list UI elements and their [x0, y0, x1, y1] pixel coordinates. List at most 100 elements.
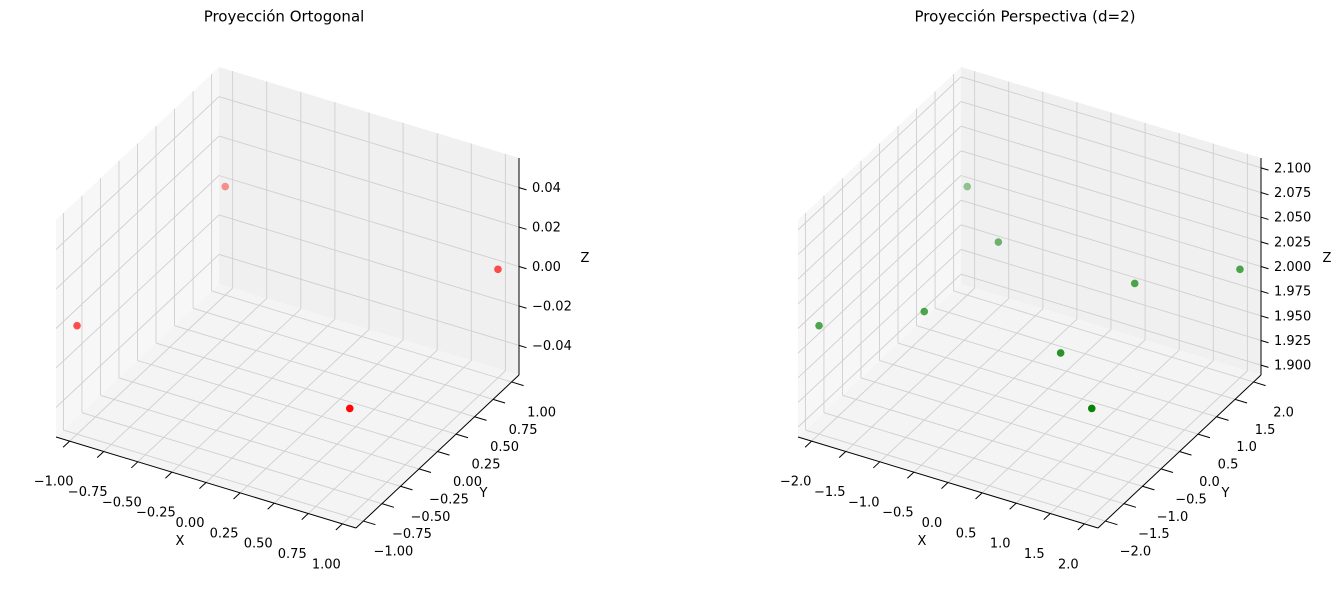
- tick-mark: [1260, 192, 1269, 196]
- data-point: [815, 321, 823, 330]
- grid-line: [805, 429, 1106, 522]
- z-tick-label: 1.900: [1274, 359, 1311, 374]
- tick-mark: [418, 468, 432, 474]
- grid-line: [174, 325, 475, 418]
- z-tick-label: 0.02: [532, 221, 561, 236]
- tick-mark: [363, 520, 376, 526]
- grid-line: [879, 360, 1180, 452]
- tick-mark: [1260, 216, 1269, 220]
- tick-mark: [1009, 502, 1017, 510]
- tick-mark: [518, 226, 527, 230]
- y-tick-label: 0.25: [472, 458, 501, 473]
- grid-line: [100, 394, 401, 487]
- z-tick-label: 0.04: [532, 181, 561, 196]
- tick-mark: [335, 523, 343, 531]
- tick-mark: [1260, 364, 1269, 368]
- grid-line: [211, 290, 512, 383]
- data-point: [1087, 404, 1096, 413]
- grid-line: [860, 377, 1162, 470]
- tick-mark: [62, 440, 70, 448]
- grid-line: [960, 224, 1262, 317]
- grid-line: [55, 214, 220, 369]
- grid-line: [823, 412, 1125, 505]
- z-tick-label: 2.000: [1274, 260, 1311, 275]
- grid-line: [81, 412, 383, 505]
- x-tick-label: −0.5: [882, 506, 914, 521]
- grid-line: [960, 150, 1262, 243]
- grid-line: [797, 199, 962, 354]
- grid-line: [55, 254, 220, 408]
- x-axis-line: [55, 436, 357, 529]
- data-point: [920, 307, 929, 316]
- tick-mark: [975, 492, 983, 500]
- y-tick-label: −1.0: [1157, 510, 1189, 525]
- x-tick-label: −1.0: [848, 495, 880, 510]
- tick-mark: [455, 433, 469, 439]
- grid-line: [55, 96, 220, 250]
- y-tick-label: 0.75: [509, 423, 538, 438]
- grid-line: [934, 307, 1236, 400]
- y-axis-label: Y: [1221, 486, 1230, 501]
- y-tick-label: 2.0: [1273, 405, 1294, 420]
- grid-line: [960, 199, 1262, 292]
- y-axis-line: [355, 374, 520, 529]
- grid-line: [192, 307, 494, 400]
- grid-line: [916, 325, 1217, 418]
- tick-mark: [518, 187, 527, 191]
- data-point: [73, 321, 81, 330]
- tick-mark: [838, 451, 847, 458]
- tick-mark: [1260, 315, 1269, 319]
- x-tick-label: 0.0: [922, 516, 943, 531]
- tick-mark: [474, 416, 487, 421]
- x-tick-label: −0.50: [102, 495, 142, 510]
- x-tick-label: −0.75: [68, 485, 108, 500]
- tick-mark: [1197, 433, 1211, 439]
- data-point: [345, 404, 354, 413]
- x-tick-label: 2.0: [1058, 557, 1079, 572]
- y-tick-label: −0.25: [429, 492, 469, 507]
- data-point: [994, 238, 1003, 246]
- grid-line: [797, 175, 962, 329]
- z-tick-label: 1.950: [1274, 309, 1311, 324]
- x-tick-label: −2.0: [780, 475, 812, 490]
- grid-line: [797, 224, 962, 379]
- grid-line: [960, 273, 1262, 366]
- tick-mark: [199, 482, 207, 489]
- tick-mark: [518, 266, 527, 270]
- grid-line: [218, 253, 520, 346]
- tick-mark: [1160, 468, 1174, 474]
- grid-line: [897, 342, 1199, 435]
- z-tick-label: −0.04: [532, 339, 572, 354]
- tick-mark: [1260, 266, 1269, 270]
- y-axis-label: Y: [479, 486, 488, 501]
- tick-mark: [400, 485, 413, 491]
- data-point: [1236, 265, 1244, 274]
- grid-line: [218, 96, 520, 189]
- y-tick-label: −1.5: [1138, 527, 1170, 542]
- y-tick-label: 1.5: [1255, 423, 1276, 438]
- tick-mark: [381, 503, 395, 508]
- tick-mark: [518, 344, 527, 349]
- x-tick-label: 0.00: [176, 516, 205, 531]
- tick-mark: [1216, 416, 1229, 421]
- y-tick-label: −0.5: [1175, 492, 1207, 507]
- tick-mark: [1253, 381, 1266, 387]
- tick-mark: [1179, 451, 1192, 456]
- y-tick-label: 1.00: [527, 405, 556, 420]
- grid-line: [797, 101, 962, 255]
- grid-line: [55, 175, 220, 329]
- tick-mark: [130, 461, 139, 469]
- grid-line: [155, 342, 457, 435]
- y-tick-label: 1.0: [1236, 440, 1257, 455]
- z-tick-label: 2.025: [1274, 235, 1311, 250]
- y-tick-label: −0.75: [392, 527, 432, 542]
- tick-mark: [1043, 513, 1051, 521]
- grid-line: [960, 175, 1262, 267]
- z-tick-label: −0.02: [532, 299, 572, 314]
- x-tick-label: 1.5: [1024, 547, 1045, 562]
- grid-line: [63, 429, 364, 522]
- y-tick-label: 0.0: [1199, 475, 1220, 490]
- tick-mark: [96, 451, 105, 458]
